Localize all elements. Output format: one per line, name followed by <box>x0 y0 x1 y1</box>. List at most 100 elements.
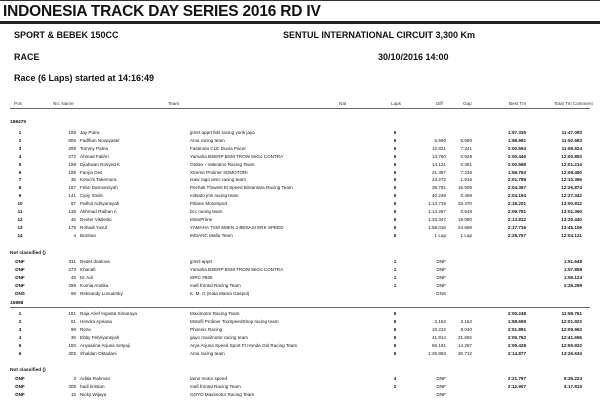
cell-number: 168 <box>68 130 76 135</box>
cell-best-time: 2:12.907 <box>507 384 526 390</box>
cell-pos: 13 <box>17 224 23 230</box>
cell-gap: 14.267 <box>457 342 472 348</box>
cell-total-time: 12:55.922 <box>561 342 582 348</box>
cell-pos: DNF <box>15 266 25 272</box>
cell-team: IMSANC Mafia Team <box>190 232 233 238</box>
cell-name: Fadlhan Novayaser <box>80 137 120 143</box>
cell-name: Shaldan Oktadani <box>80 350 117 356</box>
cell-number: 97 <box>70 201 76 207</box>
cell-number: 198 <box>68 161 76 167</box>
cell-team: Motofil Proliner TooSpeedShop racing tea… <box>190 318 279 324</box>
cell-total-time: 12:10.365 <box>561 177 582 183</box>
cell-team: mafi frontal Racing Team <box>190 282 241 288</box>
cell-total-time: 12:26.874 <box>561 185 582 191</box>
cell-pos: DNS <box>15 290 25 296</box>
cell-pos: 2 <box>18 318 22 324</box>
cell-total-time: 11:47.093 <box>561 130 582 135</box>
cell-gap: 0.548 <box>460 209 473 214</box>
cell-total-time: 13:01.360 <box>561 209 582 214</box>
cell-name: Anyasena Arjuna Setyaji <box>80 342 130 348</box>
cell-pos: 8 <box>18 185 22 191</box>
cell-pos: 4 <box>18 334 22 340</box>
cell-name: Reksandy Lonuarsky <box>80 290 123 296</box>
cell-best-time: 2:25.757 <box>507 232 526 238</box>
cell-laps: 6 <box>393 130 397 135</box>
cell-pos: DNF <box>15 384 25 390</box>
cell-name: Khanafi <box>80 266 96 272</box>
cell-diff: 1:33.347 <box>428 216 446 222</box>
cell-total-time: 12:01.923 <box>561 318 582 324</box>
cell-total-time: 12:01.214 <box>561 161 582 167</box>
cell-name: Dexter Viktleski <box>80 216 112 222</box>
cell-laps: 6 <box>393 350 397 356</box>
page-title: INDONESIA TRACK DAY SERIES 2016 RD IV <box>3 3 321 20</box>
cell-number: 298 <box>68 282 76 288</box>
cell-pos: 2 <box>18 137 22 143</box>
cell-number: 15 <box>70 392 76 398</box>
cell-pos: DNF <box>15 392 25 398</box>
cell-pos: 1 <box>18 311 22 316</box>
cell-best-time: 2:06.762 <box>507 334 526 340</box>
cell-best-time: 2:01.891 <box>507 326 526 332</box>
cell-number: 46 <box>70 216 76 222</box>
cell-laps: 1 <box>393 266 397 272</box>
cell-gap: 5.590 <box>460 137 473 143</box>
cell-team: mafi frontal Racing Team <box>190 384 241 390</box>
cell-number: 309 <box>68 384 76 390</box>
cell-pos: DNF <box>15 282 25 288</box>
cell-name: M. Adi <box>80 274 93 280</box>
cell-diff: 12.831 <box>431 145 446 151</box>
cell-number: 160 <box>68 342 76 348</box>
race-info: Race (6 Laps) started at 14:16:49 <box>14 73 155 83</box>
cell-laps: 6 <box>393 216 397 222</box>
cell-name: Dedet dealova <box>80 258 110 264</box>
column-header-1: Pos <box>14 101 22 106</box>
cell-diff: 41.914 <box>431 334 446 340</box>
cell-gap: 7.241 <box>460 145 473 151</box>
cell-laps: 6 <box>393 145 397 151</box>
cell-team: YAMAHA TSM SMKN 2 BEKASI ERK SPEED <box>190 224 284 230</box>
column-header-4: Nat <box>339 101 347 106</box>
cell-diff: 1:58.016 <box>428 224 446 230</box>
cell-number: 272 <box>68 153 76 159</box>
cell-gap: 16.509 <box>457 185 472 191</box>
column-header-6: Diff <box>436 101 443 106</box>
cell-name: Fanya Oes <box>80 169 103 175</box>
cell-laps: 6 <box>393 224 397 230</box>
cell-total-time: 4:17.810 <box>563 384 582 390</box>
cell-laps: 4 <box>393 376 397 382</box>
cell-number: 197 <box>68 185 76 191</box>
cell-laps: 2 <box>393 384 397 390</box>
cell-pos: 11 <box>17 209 23 214</box>
cell-gap: 19.080 <box>457 216 472 222</box>
cell-diff: DNF <box>436 392 446 398</box>
cell-total-time: 12:09.963 <box>561 326 582 332</box>
cell-number: 3 <box>73 376 76 382</box>
cell-total-time: 13:20.440 <box>561 216 582 222</box>
column-header-2: No. Name <box>53 101 74 106</box>
cell-gap: 2.162 <box>460 318 473 324</box>
cell-diff: 56.181 <box>431 342 446 348</box>
cell-best-time: 1:58.659 <box>507 318 526 324</box>
cell-diff: 40.249 <box>431 193 446 199</box>
column-header-5: Laps <box>391 101 401 106</box>
cell-diff: 10.222 <box>431 326 446 332</box>
circuit-name: SENTUL INTERNATIONAL CIRCUIT 3,300 Km <box>283 30 476 40</box>
cell-diff: 14.121 <box>431 161 446 167</box>
cell-team: Ama racing team <box>190 350 225 356</box>
cell-number: 36 <box>70 334 76 340</box>
cell-pos: 6 <box>18 350 22 356</box>
cell-name: Kenichi Takemura <box>80 177 117 183</box>
cell-number: 141 <box>68 193 76 199</box>
cell-team: bcc racing team <box>190 209 223 214</box>
cell-team: tamo motor speed <box>190 376 228 382</box>
cell-name: Djiahwan Rosyed K <box>80 161 121 167</box>
cell-name: BosSan <box>80 232 97 238</box>
cell-number: 99 <box>70 290 76 296</box>
cell-diff: 5.590 <box>434 137 447 143</box>
cell-laps: 6 <box>393 153 397 159</box>
cell-gap: 24.669 <box>457 224 472 230</box>
cell-gap: 0.361 <box>460 161 473 167</box>
cell-pos: 9 <box>18 193 22 199</box>
cell-pos: 3 <box>18 326 22 332</box>
